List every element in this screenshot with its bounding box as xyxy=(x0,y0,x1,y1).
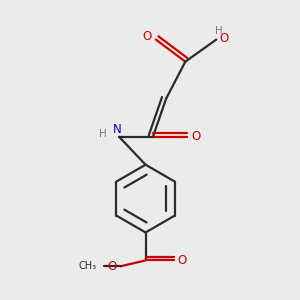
Text: O: O xyxy=(192,130,201,143)
Text: O: O xyxy=(142,30,152,43)
Text: N: N xyxy=(113,123,122,136)
Text: CH₃: CH₃ xyxy=(79,261,97,271)
Text: O: O xyxy=(178,254,187,267)
Text: H: H xyxy=(99,129,107,139)
Text: H: H xyxy=(215,26,223,36)
Text: O: O xyxy=(108,260,117,273)
Text: O: O xyxy=(220,32,229,45)
